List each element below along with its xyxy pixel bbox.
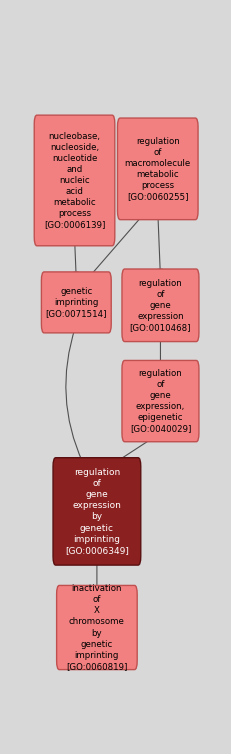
FancyBboxPatch shape (53, 458, 141, 565)
Text: genetic
imprinting
[GO:0071514]: genetic imprinting [GO:0071514] (46, 287, 107, 318)
FancyBboxPatch shape (34, 115, 115, 246)
Text: nucleobase,
nucleoside,
nucleotide
and
nucleic
acid
metabolic
process
[GO:000613: nucleobase, nucleoside, nucleotide and n… (44, 131, 105, 229)
FancyBboxPatch shape (41, 272, 111, 333)
Text: regulation
of
gene
expression
by
genetic
imprinting
[GO:0006349]: regulation of gene expression by genetic… (65, 468, 129, 555)
FancyBboxPatch shape (122, 360, 199, 442)
Text: regulation
of
gene
expression,
epigenetic
[GO:0040029]: regulation of gene expression, epigeneti… (130, 369, 191, 434)
Text: regulation
of
macromolecule
metabolic
process
[GO:0060255]: regulation of macromolecule metabolic pr… (125, 136, 191, 201)
FancyBboxPatch shape (122, 269, 199, 342)
Text: regulation
of
gene
expression
[GO:0010468]: regulation of gene expression [GO:001046… (130, 278, 191, 332)
FancyBboxPatch shape (57, 585, 137, 670)
Text: inactivation
of
X
chromosome
by
genetic
imprinting
[GO:0060819]: inactivation of X chromosome by genetic … (66, 584, 128, 671)
FancyBboxPatch shape (118, 118, 198, 219)
